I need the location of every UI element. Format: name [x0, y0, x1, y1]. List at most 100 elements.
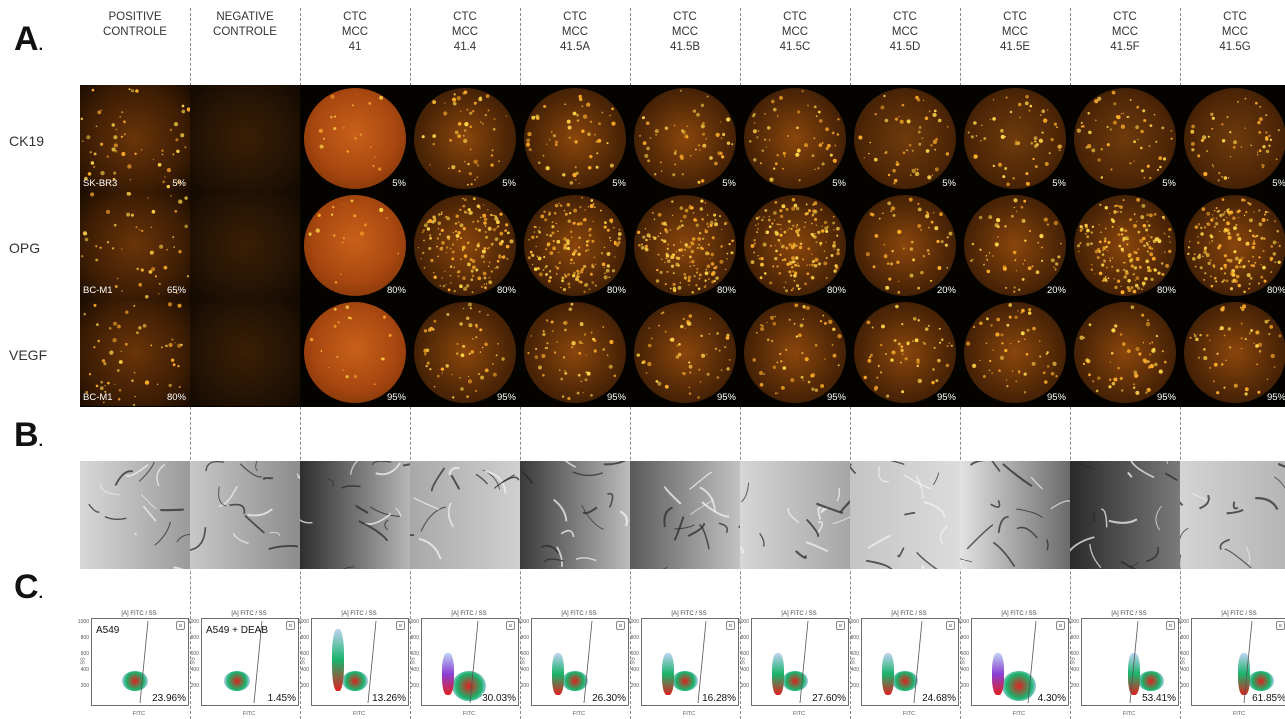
fluorescence-spots	[752, 303, 842, 395]
tube-segment	[718, 522, 729, 534]
fluorescence-spot	[912, 340, 914, 342]
fluorescence-spot	[892, 213, 896, 217]
flow-x-axis-label: FITC	[242, 711, 256, 717]
fluorescence-spot	[1058, 149, 1061, 152]
fluorescence-spot	[950, 344, 953, 347]
fluorescence-spot	[479, 328, 483, 332]
fluorescence-spot	[582, 391, 584, 394]
fluorescence-spot	[1079, 242, 1082, 245]
fluorescence-image: 5%	[630, 85, 740, 192]
population-secondary	[882, 653, 894, 695]
fluorescence-spot	[150, 344, 153, 347]
fluorescence-spot	[1209, 339, 1211, 342]
fluorescence-spot	[93, 303, 97, 307]
fluorescence-spot	[928, 110, 931, 113]
fluorescence-spot	[576, 272, 580, 275]
fluorescence-spot	[1127, 279, 1131, 283]
fluorescence-spot	[1199, 266, 1203, 270]
fluorescence-spot	[318, 128, 323, 134]
fluorescence-spot	[671, 200, 674, 203]
fluorescence-spot	[578, 97, 583, 102]
flow-y-tick: 1000	[77, 619, 89, 625]
fluorescence-spot	[666, 232, 668, 234]
fluorescence-spot	[689, 371, 692, 374]
fluorescence-spot	[441, 241, 445, 245]
column-header-line: MCC	[341, 26, 369, 38]
column-header-line: 41.5B	[669, 41, 701, 53]
tube-segment	[687, 523, 706, 537]
fluorescence-spot	[704, 271, 709, 276]
fluorescence-image: 5%	[740, 85, 850, 192]
fluorescence-spot	[782, 167, 784, 170]
fluorescence-spot	[1025, 181, 1030, 186]
fluorescence-spot	[558, 261, 562, 265]
fluorescence-spot	[537, 161, 541, 165]
fluorescence-spot	[1005, 286, 1008, 289]
fluorescence-spot	[428, 246, 432, 251]
fluorescence-spot	[642, 141, 647, 145]
fluorescence-spot	[895, 304, 899, 309]
tube-segment	[939, 525, 949, 545]
fluorescence-spot	[112, 338, 117, 343]
flow-positive-percentage: 24.68%	[922, 693, 956, 704]
fluorescence-spot	[181, 109, 186, 114]
fluorescence-spot	[680, 129, 684, 132]
fluorescence-spot	[1094, 250, 1099, 254]
fluorescence-spot	[586, 102, 591, 107]
flow-sample-label: A549 + DEAB	[206, 625, 268, 636]
tube-segment	[1130, 461, 1155, 479]
fluorescence-spot	[780, 228, 782, 230]
fluorescence-spot	[699, 149, 701, 151]
fluorescence-spot	[707, 243, 710, 246]
fluorescence-spot	[584, 378, 588, 382]
fluorescence-spot	[884, 118, 889, 123]
fluorescence-disc	[304, 195, 406, 296]
fluorescence-spot	[794, 303, 799, 308]
flow-y-axis-label: SS	[960, 657, 967, 665]
tube-segment	[1166, 461, 1168, 464]
fluorescence-spot	[467, 375, 470, 378]
fluorescence-spot	[484, 286, 487, 290]
fluorescence-spot	[559, 369, 561, 371]
tube-network	[740, 482, 850, 559]
fluorescence-spot	[568, 211, 572, 215]
fluorescence-spot	[830, 253, 834, 258]
flow-y-tick: 1000	[297, 619, 309, 625]
fluorescence-spot	[1119, 333, 1123, 336]
fluorescence-spot	[1187, 252, 1190, 256]
fluorescence-spot	[1228, 210, 1232, 215]
fluorescence-spot	[106, 155, 109, 158]
fluorescence-spot	[485, 94, 490, 98]
tube-segment	[430, 467, 446, 492]
fluorescence-spot	[1266, 378, 1269, 380]
fluorescence-spot	[101, 359, 106, 363]
fluorescence-spot	[533, 225, 537, 229]
fluorescence-spot	[764, 113, 766, 115]
fluorescence-spot	[779, 242, 782, 244]
fluorescence-spot	[1256, 151, 1259, 153]
fluorescence-spot	[773, 211, 777, 215]
fluorescence-spot	[1253, 342, 1255, 345]
fluorescence-spot	[1110, 218, 1114, 221]
fluorescence-spot	[783, 258, 787, 261]
fluorescence-spot	[470, 269, 474, 273]
fluorescence-spot	[570, 230, 573, 233]
fluorescence-spot	[773, 167, 776, 170]
fluorescence-spot	[587, 205, 590, 208]
fluorescence-spot	[483, 217, 488, 221]
fluorescence-spot	[1090, 268, 1093, 271]
fluorescence-spot	[1130, 264, 1134, 268]
fluorescence-spot	[810, 232, 814, 237]
fluorescence-spot	[700, 353, 706, 358]
fluorescence-spot	[1132, 386, 1136, 389]
fluorescence-spot	[814, 168, 816, 171]
fluorescence-spot	[1169, 241, 1171, 243]
fluorescence-spot	[1151, 247, 1154, 250]
fluorescence-spot	[1162, 157, 1167, 161]
population-secondary	[662, 653, 674, 695]
fluorescence-spot	[689, 265, 692, 268]
fluorescence-spot	[578, 236, 581, 239]
fluorescence-spot	[890, 358, 894, 362]
cell-line-label: SK-BR3	[83, 178, 118, 189]
fluorescence-spot	[799, 323, 804, 328]
